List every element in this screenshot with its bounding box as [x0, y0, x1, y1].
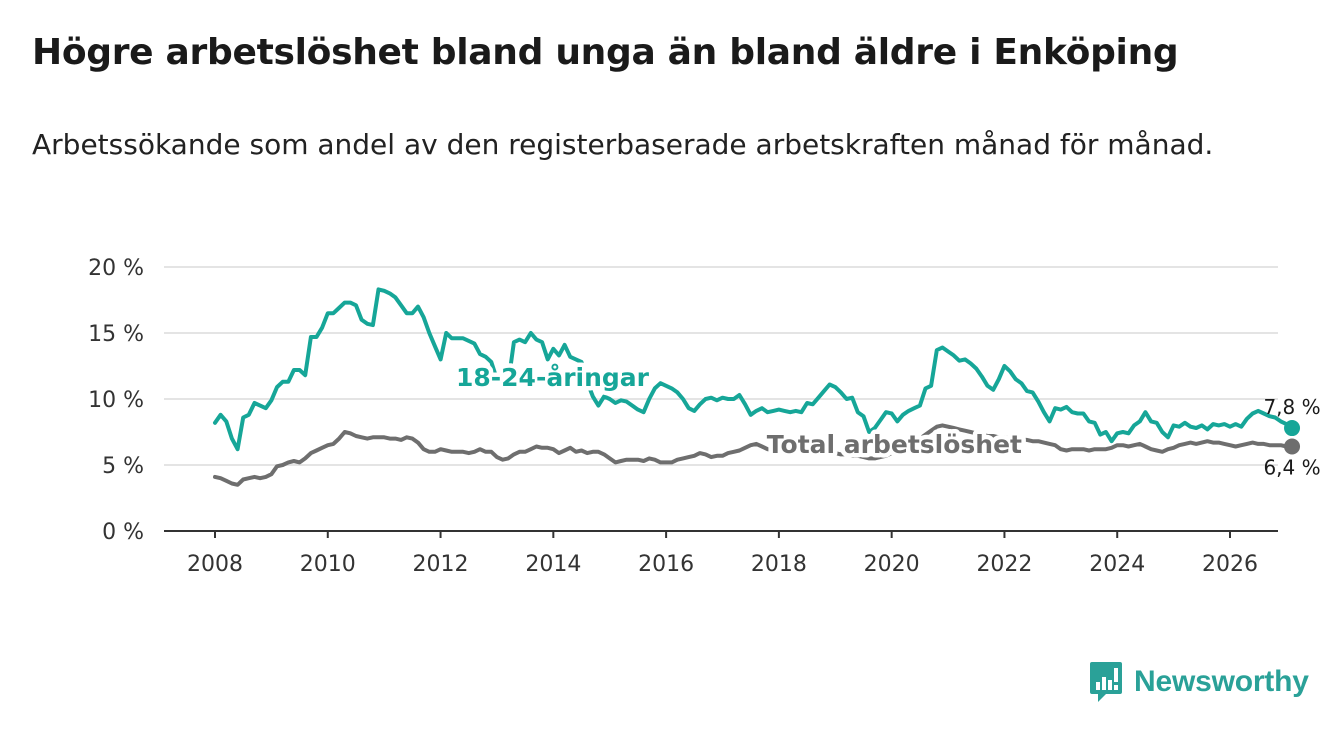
x-tick-label: 2020 [864, 552, 920, 577]
x-axis-ticks: 2008 2010 2012 2014 2016 2018 2020 2022 2024 2026 [187, 531, 1258, 577]
x-tick-label: 2014 [525, 552, 581, 577]
y-tick-label: 0 % [102, 520, 144, 545]
brand-name: Newsworthy [1134, 665, 1309, 698]
y-axis-ticks: 0 % 5 % 10 % 15 % 20 % [88, 256, 144, 545]
x-tick-label: 2024 [1089, 552, 1145, 577]
y-tick-label: 15 % [88, 322, 144, 347]
series-labels: 7,8 % 18-24-åringar 6,4 % Total arbetslöshe… [452, 359, 1321, 480]
series-name-label: Total arbetslöshet [767, 430, 1022, 459]
x-tick-label: 2016 [638, 552, 694, 577]
grid-lines [164, 266, 1278, 466]
x-tick-label: 2010 [300, 552, 356, 577]
brand: Newsworthy [1088, 660, 1309, 704]
chart-title: Högre arbetslöshet bland unga än bland ä… [32, 32, 1179, 73]
x-tick-label: 2012 [413, 552, 469, 577]
x-tick-label: 2026 [1202, 552, 1258, 577]
series-end-label: 6,4 % [1263, 456, 1320, 480]
y-tick-label: 5 % [102, 454, 144, 479]
newsworthy-logo-icon [1090, 662, 1122, 702]
series-lines [213, 287, 1301, 487]
series-end-point [1284, 438, 1301, 455]
x-tick-label: 2022 [976, 552, 1032, 577]
line-chart: 0 %5 %10 %15 %20 % 2008 2010 2012 2014 2016 2… [88, 256, 1321, 577]
series-line-0 [213, 287, 1294, 452]
chart-subtitle: Arbetssökande som andel av den registerb… [32, 128, 1214, 161]
series-name-label: 18-24-åringar [456, 363, 650, 392]
y-tick-label: 10 % [88, 388, 144, 413]
series-end-label: 7,8 % [1263, 395, 1320, 419]
series-end-point [1284, 420, 1301, 437]
x-tick-label: 2008 [187, 552, 243, 577]
y-tick-label: 20 % [88, 256, 144, 281]
series-line-1 [213, 423, 1294, 487]
x-tick-label: 2018 [751, 552, 807, 577]
